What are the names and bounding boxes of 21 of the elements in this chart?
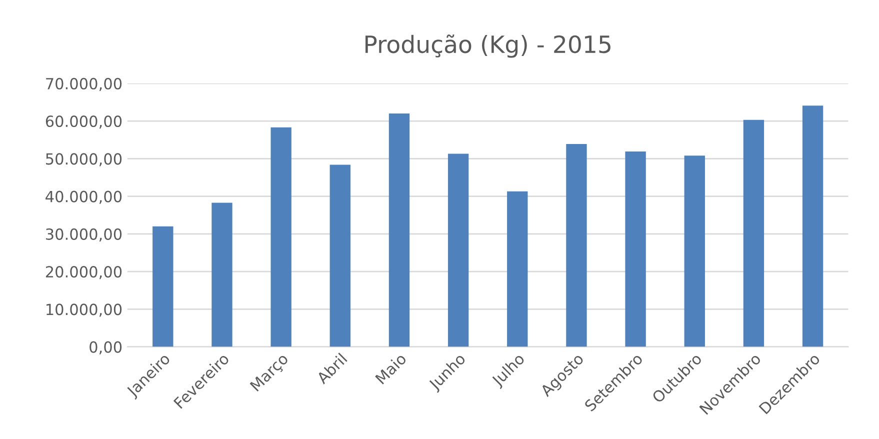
- bar: [802, 106, 824, 347]
- bar: [507, 191, 528, 347]
- bar: [212, 202, 232, 347]
- y-tick-label: 70.000,00: [46, 78, 122, 91]
- y-tick-label: 60.000,00: [46, 116, 122, 129]
- y-tick-label: 40.000,00: [46, 190, 122, 204]
- y-tick-label: 10.000,00: [46, 304, 122, 317]
- bar: [566, 144, 587, 347]
- chart-title: Produção (Kg) - 2015: [366, 34, 610, 58]
- bar: [743, 120, 764, 347]
- bar: [388, 114, 410, 347]
- y-tick-label: 0,00: [90, 341, 122, 354]
- y-tick-label: 50.000,00: [46, 153, 122, 166]
- bar: [152, 226, 174, 347]
- bar: [448, 154, 469, 347]
- bar: [625, 152, 646, 347]
- bar: [330, 164, 350, 347]
- bar: [270, 127, 292, 347]
- y-tick-label: 30.000,00: [46, 228, 122, 242]
- y-tick-label: 20.000,00: [46, 266, 122, 280]
- bar: [684, 156, 705, 347]
